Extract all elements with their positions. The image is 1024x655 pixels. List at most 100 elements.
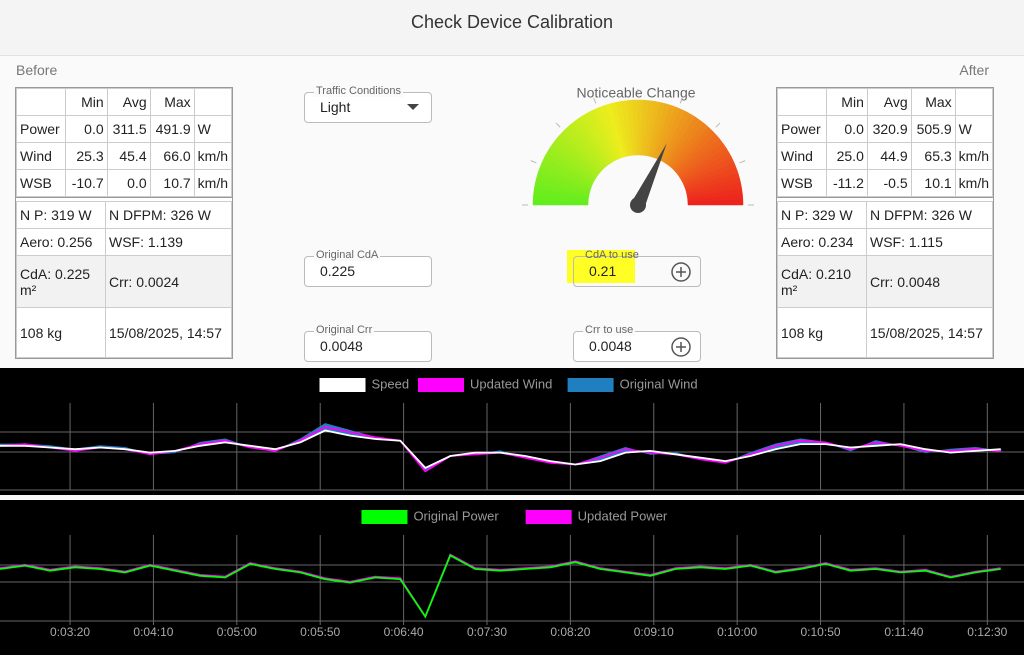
- info-row: 108 kg 15/08/2025, 14:57: [16, 307, 232, 358]
- legend-swatch: [418, 378, 464, 392]
- legend-swatch: [567, 378, 614, 392]
- gauge-hub: [630, 197, 646, 213]
- stats-row: Power 0.0 320.9 505.9 W: [776, 115, 994, 143]
- charts: Speed Updated Wind Original Wind Original P…: [0, 368, 1024, 655]
- x-tick-label: 0:11:40: [884, 625, 923, 639]
- before-label: Before: [16, 62, 58, 78]
- gauge-title: Noticeable Change: [576, 85, 695, 101]
- stats-row: Wind 25.3 45.4 66.0 km/h: [15, 142, 233, 170]
- stats-cell: 66.0: [149, 142, 195, 170]
- series-line: [0, 429, 1001, 469]
- header-row: Min Avg Max: [15, 88, 233, 116]
- x-tick-label: 0:10:50: [801, 625, 841, 639]
- stats-cell: 0.0: [106, 169, 151, 197]
- x-tick-label: 0:07:30: [467, 625, 507, 639]
- info-cell: N DFPM: 326 W: [866, 201, 993, 229]
- stats-row: Wind 25.0 44.9 65.3 km/h: [776, 142, 994, 170]
- header-cell: Min: [65, 88, 108, 116]
- stats-cell: WSB: [15, 169, 67, 197]
- page-title: Check Device Calibration: [410, 12, 614, 32]
- stats-cell: Wind: [15, 142, 67, 170]
- stats-cell: km/h: [954, 142, 994, 170]
- stats-cell: 10.1: [910, 169, 956, 197]
- header-cell: [15, 88, 67, 116]
- info-cell: CdA: 0.210 m²: [777, 255, 867, 308]
- stats-cell: 311.5: [106, 115, 151, 143]
- gauge-needle: [631, 143, 667, 208]
- info-cell: N P: 319 W: [16, 201, 106, 229]
- x-tick-label: 0:09:10: [634, 625, 674, 639]
- header-cell: Min: [826, 88, 868, 116]
- info-cell: N DFPM: 326 W: [105, 201, 232, 229]
- legend-label: Original Power: [413, 508, 499, 523]
- stats-cell: -10.7: [65, 169, 108, 197]
- stats-cell: 491.9: [149, 115, 195, 143]
- header-cell: [193, 88, 233, 116]
- field-label: Original CdA: [314, 249, 381, 261]
- stats-cell: Wind: [776, 142, 828, 170]
- separator: [777, 197, 993, 201]
- stats-cell: 505.9: [910, 115, 956, 143]
- field-value: 0.0048: [320, 338, 363, 354]
- x-tick-label: 0:03:20: [50, 625, 90, 639]
- stats-cell: -11.2: [826, 169, 868, 197]
- info-cell: 108 kg: [777, 307, 867, 358]
- series-line: [0, 554, 1001, 619]
- header: Check Device Calibration: [0, 0, 1024, 56]
- info-cell: Aero: 0.256: [16, 228, 106, 256]
- info-cell: WSF: 1.115: [866, 228, 993, 256]
- legend-swatch: [525, 510, 572, 524]
- original-crr-field[interactable]: Original Crr 0.0048: [304, 324, 432, 362]
- info-row: CdA: 0.225 m² Crr: 0.0024: [16, 255, 232, 308]
- gauge: Noticeable Change: [522, 85, 754, 213]
- info-row: 108 kg 15/08/2025, 14:57: [777, 307, 993, 358]
- info-row: CdA: 0.210 m² Crr: 0.0048: [777, 255, 993, 308]
- stats-cell: 25.0: [826, 142, 868, 170]
- cda-to-use-field[interactable]: CdA to use 0.21: [573, 249, 701, 287]
- traffic-select[interactable]: Traffic Conditions Light: [304, 85, 432, 123]
- legend-label: Updated Wind: [470, 376, 552, 391]
- stats-cell: km/h: [954, 169, 994, 197]
- field-value: 0.0048: [589, 338, 632, 354]
- stats-cell: 25.3: [65, 142, 108, 170]
- stats-cell: W: [193, 115, 233, 143]
- gauge-tick: [715, 122, 721, 128]
- stats-cell: Power: [15, 115, 67, 143]
- header-cell: [954, 88, 994, 116]
- info-cell: 15/08/2025, 14:57: [866, 307, 993, 358]
- info-cell: 108 kg: [16, 307, 106, 358]
- field-label: CdA to use: [585, 249, 639, 261]
- legend-swatch: [361, 510, 408, 524]
- legend-label: Speed: [372, 376, 410, 391]
- crr-to-use-field[interactable]: Crr to use 0.0048: [573, 324, 701, 362]
- info-cell: Crr: 0.0024: [105, 255, 232, 308]
- x-tick-label: 0:04:10: [133, 625, 173, 639]
- info-cell: 15/08/2025, 14:57: [105, 307, 232, 358]
- stats-cell: W: [954, 115, 994, 143]
- stats-row: WSB -10.7 0.0 10.7 km/h: [15, 169, 233, 197]
- gauge-tick: [555, 122, 561, 128]
- info-cell: N P: 329 W: [777, 201, 867, 229]
- x-tick-label: 0:10:00: [717, 625, 757, 639]
- info-row: Aero: 0.256 WSF: 1.139: [16, 228, 232, 256]
- plus-button[interactable]: [670, 261, 692, 283]
- stats-cell: -0.5: [866, 169, 912, 197]
- after-panel: Min Avg Max Power 0.0 320.9 505.9 W Wind 25.0 44.9…: [776, 87, 994, 359]
- field-label: Traffic Conditions: [314, 85, 403, 97]
- header-cell: [776, 88, 828, 116]
- plus-button[interactable]: [670, 336, 692, 358]
- before-panel: Min Avg Max Power 0.0 311.5 491.9 W Wind 25.3 45.4…: [15, 87, 233, 359]
- field-label: Crr to use: [583, 324, 636, 336]
- field-value: Light: [320, 99, 351, 115]
- info-cell: CdA: 0.225 m²: [16, 255, 106, 308]
- stats-cell: 10.7: [149, 169, 195, 197]
- stats-row: Power 0.0 311.5 491.9 W: [15, 115, 233, 143]
- x-tick-label: 0:05:50: [300, 625, 340, 639]
- stats-cell: 320.9: [866, 115, 912, 143]
- stats-cell: WSB: [776, 169, 828, 197]
- original-cda-field[interactable]: Original CdA 0.225: [304, 249, 432, 287]
- legend-swatch: [319, 378, 366, 392]
